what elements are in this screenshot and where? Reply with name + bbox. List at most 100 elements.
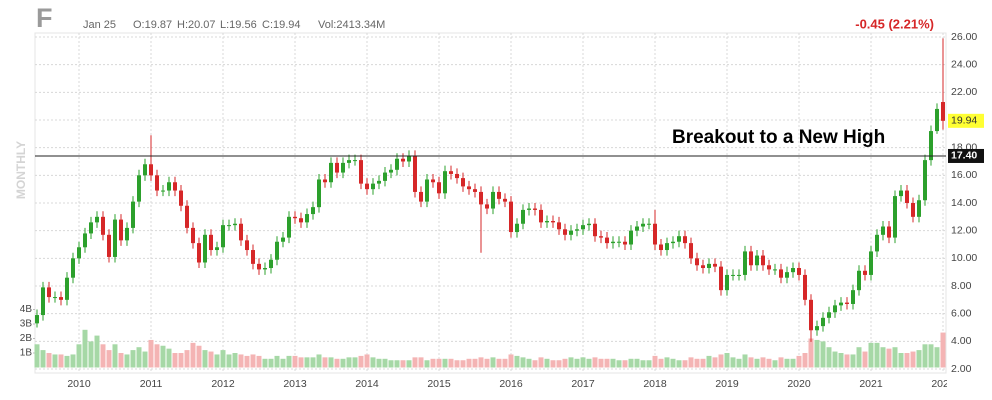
volume-bar <box>706 355 712 368</box>
volume-bar <box>472 358 478 368</box>
volume-bar <box>130 350 136 368</box>
candle-body <box>107 234 111 257</box>
candle-body <box>647 223 651 225</box>
volume-bar <box>352 357 358 368</box>
volume-bar <box>664 357 670 368</box>
candle-body <box>65 277 69 300</box>
candle-body <box>803 274 807 300</box>
candle-body <box>551 220 555 223</box>
candle-body <box>773 269 777 271</box>
candle-body <box>899 190 903 197</box>
candle-body <box>911 203 915 217</box>
volume-bar <box>628 358 634 368</box>
candle-body <box>713 263 717 267</box>
x-tick-label: 2019 <box>715 378 739 390</box>
candle-body <box>365 183 369 190</box>
volume-bar <box>544 358 550 368</box>
candle-body <box>833 305 837 313</box>
volume-bar <box>76 344 82 368</box>
volume-bar <box>154 344 160 368</box>
candle-body <box>719 266 723 291</box>
candle-body <box>569 230 573 235</box>
candle-body <box>443 171 447 194</box>
candle-body <box>533 208 537 210</box>
grid: 2.004.006.008.0010.0012.0014.0016.0018.0… <box>20 31 978 390</box>
breakout-label: 17.40 <box>951 150 977 162</box>
period-label: MONTHLY <box>14 141 28 199</box>
volume-tick-label: 2B <box>20 333 33 344</box>
volume-bar <box>64 355 70 368</box>
volume-bar <box>418 357 424 368</box>
y-tick-label: 26.00 <box>951 31 977 43</box>
volume-bar <box>310 357 316 368</box>
candle-body <box>281 237 285 242</box>
volume-bar <box>34 344 40 368</box>
volume-bar <box>358 355 364 368</box>
volume-bar <box>820 341 826 368</box>
candle-body <box>425 179 429 202</box>
volume-bar <box>274 355 280 368</box>
volume-bar <box>436 358 442 368</box>
volume-bar <box>400 360 406 368</box>
candle-body <box>191 227 195 244</box>
volume-bar <box>634 358 640 368</box>
volume-bar <box>304 357 310 368</box>
x-tick-label: 2022 <box>931 378 955 390</box>
candle-body <box>611 241 615 244</box>
candle-body <box>545 220 549 223</box>
volume-bar <box>430 358 436 368</box>
candle-body <box>335 162 339 173</box>
candle-body <box>437 182 441 194</box>
candle-body <box>539 209 543 223</box>
candle-body <box>863 270 867 275</box>
candle-body <box>839 302 843 306</box>
x-tick-label: 2017 <box>571 378 595 390</box>
candle-body <box>431 179 435 183</box>
candle-body <box>47 287 51 298</box>
volume-bar <box>796 355 802 368</box>
candle-body <box>245 240 249 251</box>
volume-bar <box>166 348 172 368</box>
volume-bar <box>742 354 748 368</box>
last-price-box <box>948 113 984 128</box>
candle-body <box>701 265 705 269</box>
volume-bar <box>448 358 454 368</box>
volume-bar <box>658 358 664 368</box>
volume-bar <box>892 347 898 368</box>
candle-body <box>353 160 357 162</box>
candle-body <box>581 225 585 230</box>
candle-body <box>797 268 801 275</box>
candle-body <box>137 175 141 202</box>
candle-body <box>83 233 87 248</box>
volume-bar <box>640 360 646 368</box>
candle-body <box>299 218 303 223</box>
volume-bar <box>874 342 880 368</box>
candle-body <box>77 247 81 259</box>
y-tick-label: 8.00 <box>951 280 972 292</box>
volume-bar <box>490 357 496 368</box>
volume-bar <box>190 342 196 368</box>
volume-bar <box>424 360 430 368</box>
volume-bar <box>208 351 214 368</box>
candle-body <box>413 155 417 192</box>
candle-body <box>293 216 297 219</box>
candle-body <box>527 208 531 210</box>
header-open: O:19.87 <box>133 19 172 31</box>
candle-body <box>755 255 759 266</box>
volume-bar <box>832 351 838 368</box>
volume-bar <box>142 351 148 368</box>
volume-bar <box>586 358 592 368</box>
y-tick-label: 10.00 <box>951 252 977 264</box>
candle-body <box>251 250 255 264</box>
volume-bar <box>220 350 226 368</box>
volume-bar <box>412 357 418 368</box>
x-tick-label: 2010 <box>67 378 91 390</box>
volume-bar <box>580 357 586 368</box>
volume-layer <box>34 329 946 368</box>
candle-body <box>359 160 363 184</box>
candle-body <box>575 229 579 231</box>
header-low: L:19.56 <box>220 19 257 31</box>
candle-body <box>239 223 243 241</box>
candle-layer <box>35 38 945 342</box>
